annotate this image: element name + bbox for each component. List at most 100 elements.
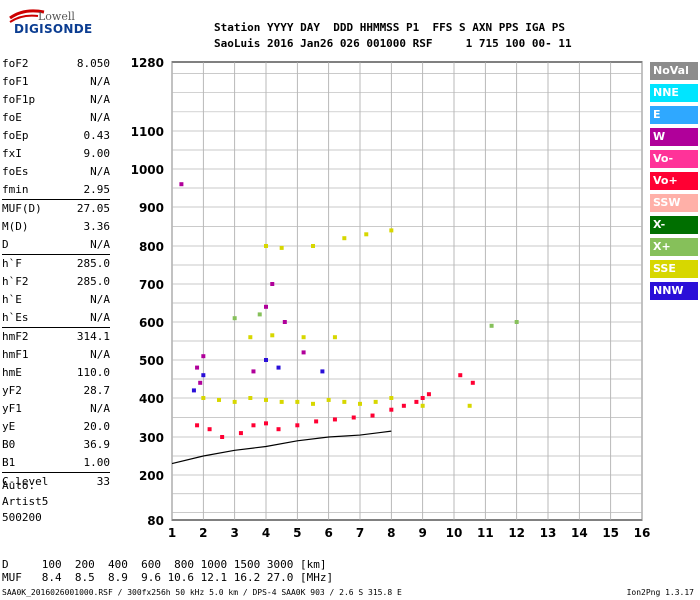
data-point [342,399,347,404]
data-point [311,401,315,406]
param-row: foF1 N/A [2,73,110,91]
legend-item: NNE [650,84,698,102]
param-name: B1 [2,456,16,469]
data-point [279,399,284,404]
param-row: hmF1 N/A [2,346,110,364]
param-row: hmE 110.0 [2,364,110,382]
y-tick-label: 200 [139,469,164,483]
x-tick-label: 13 [540,526,557,540]
data-point [270,333,275,338]
param-row: MUF(D) 27.05 [2,200,110,218]
x-tick-label: 16 [634,526,651,540]
param-name: h`E [2,293,22,306]
param-name: h`Es [2,311,29,324]
data-point [467,403,472,408]
param-row: h`F 285.0 [2,255,110,273]
version-label: Ion2Png 1.3.17 [626,588,694,597]
profile-line [171,430,392,465]
param-row: M(D) 3.36 [2,218,110,236]
data-point [179,182,184,187]
data-point [201,373,206,378]
param-value: 36.9 [83,438,111,451]
legend-item: SSW [650,194,698,212]
data-point [332,335,337,340]
data-point [489,323,494,328]
param-name: foEs [2,165,29,178]
x-tick-label: 1 [168,526,176,540]
data-point [282,320,287,324]
param-separator [2,327,110,328]
station-header: Station YYYY DAY DDD HHMMSS P1 FFS S AXN… [214,20,572,52]
param-separator [2,472,110,473]
param-value: N/A [90,93,110,106]
auto-version: 500200 [2,511,42,524]
x-tick-label: 2 [199,526,207,540]
legend-item: NNW [650,282,698,300]
legend-item: Vo+ [650,172,698,190]
param-row: h`F2 285.0 [2,273,110,291]
data-point [248,396,253,400]
data-point [251,369,256,374]
param-value: 3.36 [83,220,111,233]
logo: Lowell DIGISONDE [4,6,92,46]
data-point [320,369,325,374]
param-value: 20.0 [83,420,111,433]
param-row: fmin 2.95 [2,181,110,199]
x-tick-label: 14 [571,526,588,540]
data-point [248,335,253,340]
data-point [342,236,347,241]
param-row: foEp 0.43 [2,127,110,145]
param-value: 8.050 [76,57,110,70]
param-value: N/A [90,311,110,324]
y-tick-label: 900 [139,201,164,215]
param-name: foE [2,111,22,124]
header-line1: Station YYYY DAY DDD HHMMSS P1 FFS S AXN… [214,21,565,34]
data-point [207,427,212,432]
param-separator [2,199,110,200]
param-value: 9.00 [83,147,111,160]
data-point [264,397,268,402]
data-point [198,380,203,385]
logo-swoosh-icon [9,9,45,23]
y-tick-label: 600 [139,316,164,330]
y-tick-label: 800 [139,240,164,254]
param-value: N/A [90,402,110,415]
param-value: N/A [90,75,110,88]
file-info: SAA0K_2016026001000.RSF / 300fx256h 50 k… [2,588,402,597]
muf-row: MUF 8.4 8.5 8.9 9.6 10.6 12.1 16.2 27.0 … [2,571,334,584]
data-point [314,419,319,424]
data-point [364,232,369,237]
y-tick-label: 400 [139,392,164,406]
data-point [276,365,281,370]
param-name: foF1 [2,75,29,88]
param-row: yE 20.0 [2,418,110,436]
param-value: N/A [90,293,110,306]
param-name: hmE [2,366,22,379]
data-point [232,316,237,321]
data-point [351,415,356,420]
param-name: B0 [2,438,16,451]
data-point [458,373,463,378]
param-value: 285.0 [76,275,110,288]
param-name: h`F2 [2,275,29,288]
param-row: B1 1.00 [2,454,110,472]
param-row: h`Es N/A [2,309,110,327]
param-row: h`E N/A [2,291,110,309]
data-point [414,399,419,404]
y-tick-label: 80 [147,514,164,528]
legend: NoVal NNE E W Vo- Vo+ SSW X- X+ SSE NNW [650,62,698,304]
data-point [420,403,425,408]
x-tick-label: 15 [602,526,619,540]
data-point [332,417,337,422]
muf-table: D 100 200 400 600 800 1000 1500 3000 [km… [2,558,333,584]
legend-item: NoVal [650,62,698,80]
param-name: D [2,238,9,251]
legend-item: W [650,128,698,146]
x-tick-label: 10 [446,526,463,540]
param-name: yE [2,420,16,433]
data-point [426,392,431,397]
param-row: foF2 8.050 [2,55,110,73]
x-tick-label: 8 [387,526,395,540]
header-line2: SaoLuis 2016 Jan26 026 001000 RSF 1 715 … [214,37,572,50]
